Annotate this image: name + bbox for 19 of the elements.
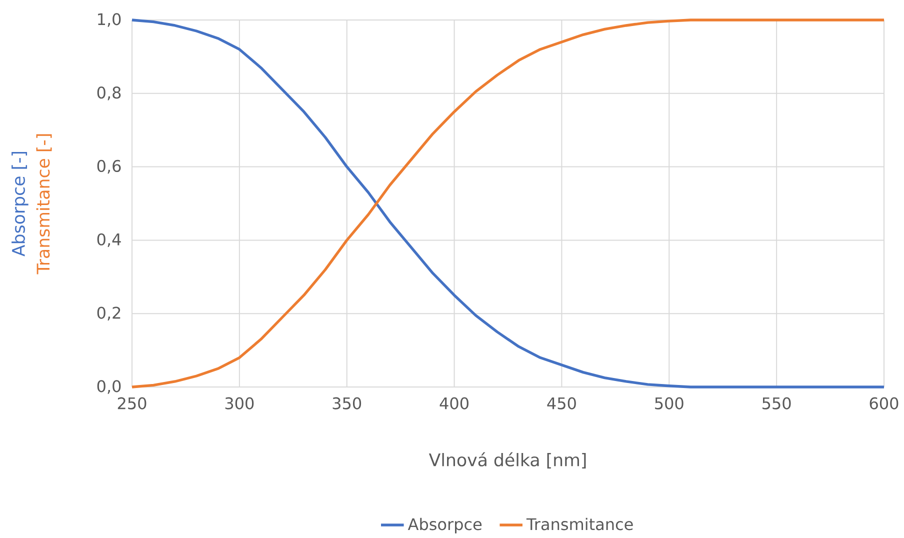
y-tick-label: 0,8: [97, 86, 121, 100]
y-tick-label: 0,4: [97, 233, 121, 248]
x-tick-label: 600: [870, 397, 898, 410]
y-tick-label: 0,6: [97, 160, 121, 174]
y-tick-label: 0,2: [97, 306, 120, 320]
x-tick-label: 550: [762, 397, 791, 410]
x-axis-title: Vlnová délka [nm]: [428, 452, 586, 468]
x-tick-label: 300: [225, 397, 254, 410]
legend-label: Absorpce: [408, 518, 482, 534]
x-tick-label: 450: [547, 397, 576, 410]
text: Transmitance [-]: [36, 134, 52, 274]
y-tick-label: 1,0: [98, 13, 121, 27]
y-axis-title: Absorpce [-]: [12, 152, 28, 256]
x-tick-label: 350: [332, 397, 362, 410]
x-tick-label: 250: [118, 397, 146, 410]
x-tick-label: 400: [440, 397, 468, 410]
x-tick-label: 500: [655, 397, 684, 410]
y-tick-label: 0,0: [97, 380, 121, 394]
legend-label: Transmitance: [526, 518, 633, 530]
